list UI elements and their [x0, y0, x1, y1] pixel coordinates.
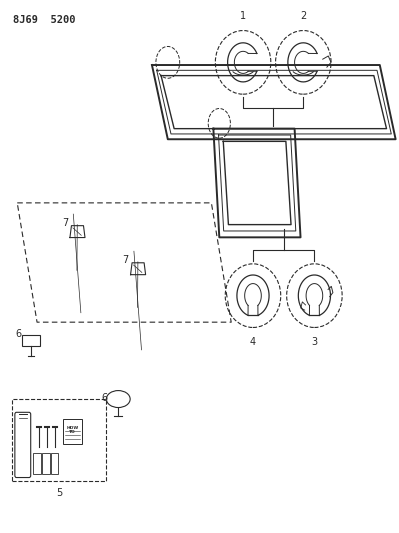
Text: 6: 6 [101, 393, 108, 403]
Text: 5: 5 [56, 488, 62, 498]
Bar [51, 453, 58, 474]
Text: 7: 7 [62, 218, 68, 228]
Text: HOW
TO: HOW TO [66, 425, 79, 434]
Text: 1: 1 [240, 11, 246, 21]
Text: 4: 4 [250, 337, 256, 347]
Text: 3: 3 [311, 337, 318, 347]
Text: 7: 7 [122, 255, 128, 264]
FancyBboxPatch shape [15, 413, 31, 478]
Bar [42, 453, 50, 474]
Bar [12, 399, 106, 481]
Bar [22, 335, 40, 346]
Text: 8J69  5200: 8J69 5200 [13, 14, 76, 25]
Text: 6: 6 [15, 329, 21, 340]
Text: 2: 2 [300, 11, 306, 21]
Bar [63, 419, 82, 444]
Bar [33, 453, 41, 474]
